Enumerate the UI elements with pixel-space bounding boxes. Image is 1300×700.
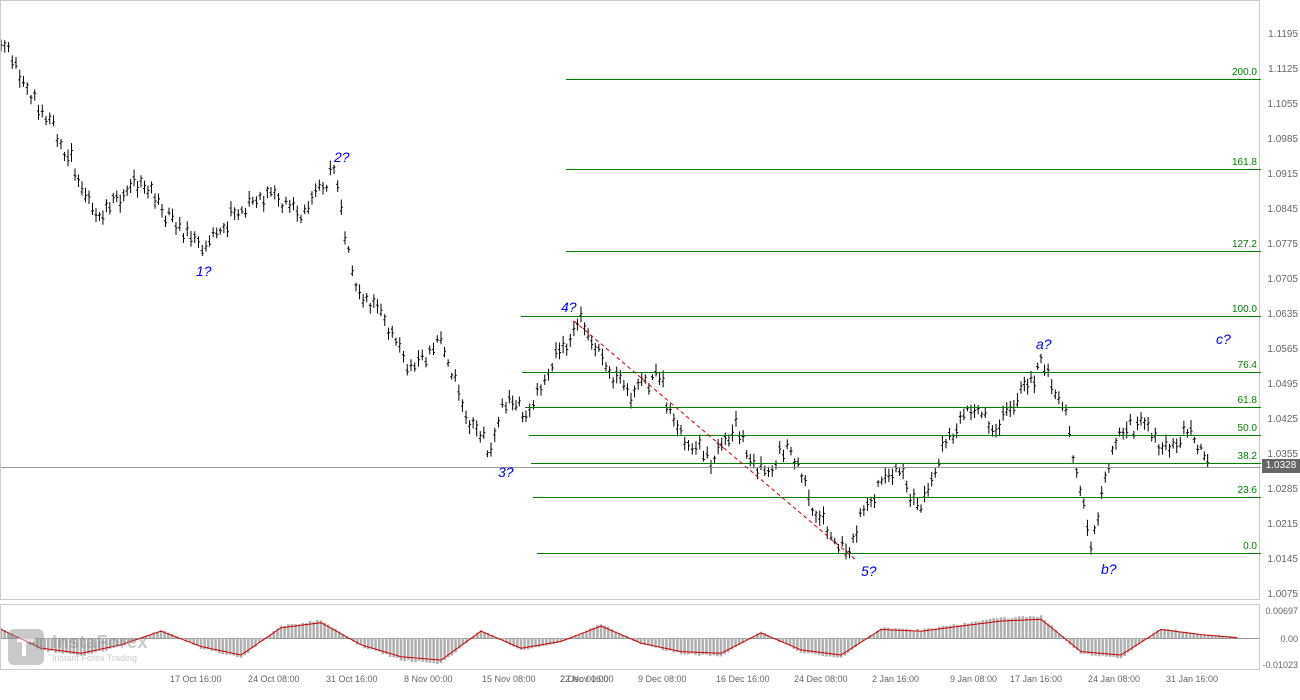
price-axis: 1.0328 1.1195 1.1125 1.1055 1.0985 1.0915 1.0… bbox=[1260, 0, 1300, 600]
price-tick: 1.1125 bbox=[1260, 64, 1298, 75]
wave-label: b? bbox=[1101, 561, 1117, 577]
time-tick: 9 Dec 08:00 bbox=[638, 674, 687, 684]
price-tick: 1.0635 bbox=[1260, 309, 1298, 320]
price-tick: 1.0145 bbox=[1260, 554, 1298, 565]
price-tick: 1.0915 bbox=[1260, 169, 1298, 180]
fib-label: 200.0 bbox=[1232, 67, 1257, 78]
fib-line bbox=[522, 372, 1261, 373]
fib-line bbox=[533, 497, 1261, 498]
time-axis: 17 Oct 16:00 24 Oct 08:00 31 Oct 16:00 8 No… bbox=[0, 672, 1260, 700]
time-tick: 2 Jan 16:00 bbox=[872, 674, 919, 684]
osc-tick: 0.00 bbox=[1260, 634, 1298, 644]
price-tick: 1.1195 bbox=[1260, 29, 1298, 40]
wave-label: 3? bbox=[498, 464, 514, 480]
time-tick: 9 Jan 08:00 bbox=[950, 674, 997, 684]
price-tick: 1.0425 bbox=[1260, 414, 1298, 425]
osc-tick: 0.00697 bbox=[1260, 606, 1298, 616]
watermark-text: InstaForex Instant Forex Trading bbox=[52, 632, 148, 663]
price-chart[interactable]: 1? 2? 3? 4? 5? a? b? c? 200.0 161.8 127.2 100.0 76.… bbox=[0, 0, 1260, 600]
current-price-line bbox=[1, 467, 1261, 468]
candlestick-series bbox=[1, 1, 1261, 601]
price-tick: 1.0355 bbox=[1260, 449, 1298, 460]
fib-line bbox=[566, 169, 1261, 170]
time-tick: 16 Dec 16:00 bbox=[716, 674, 770, 684]
fib-label: 61.8 bbox=[1238, 395, 1257, 406]
watermark-tagline: Instant Forex Trading bbox=[52, 653, 148, 663]
current-price-badge: 1.0328 bbox=[1262, 459, 1300, 473]
fib-label: 38.2 bbox=[1238, 451, 1257, 462]
fib-line bbox=[521, 316, 1261, 317]
wave-label: c? bbox=[1216, 331, 1231, 347]
price-tick: 1.0215 bbox=[1260, 519, 1298, 530]
time-tick: 31 Jan 16:00 bbox=[1166, 674, 1218, 684]
wave-label: a? bbox=[1036, 336, 1052, 352]
fib-line bbox=[566, 251, 1261, 252]
time-tick: 17 Jan 16:00 bbox=[1010, 674, 1062, 684]
time-tick: 8 Nov 00:00 bbox=[404, 674, 453, 684]
wave-label: 5? bbox=[861, 563, 877, 579]
price-tick: 1.0845 bbox=[1260, 204, 1298, 215]
fib-label: 100.0 bbox=[1232, 304, 1257, 315]
fib-label: 50.0 bbox=[1238, 423, 1257, 434]
price-tick: 1.0565 bbox=[1260, 344, 1298, 355]
osc-tick: -0.01023 bbox=[1260, 660, 1298, 670]
price-tick: 1.0705 bbox=[1260, 274, 1298, 285]
fib-line bbox=[525, 407, 1261, 408]
oscillator-panel[interactable] bbox=[0, 604, 1260, 670]
time-tick: 24 Dec 08:00 bbox=[794, 674, 848, 684]
time-tick: 24 Oct 08:00 bbox=[248, 674, 300, 684]
oscillator-series bbox=[1, 605, 1261, 671]
price-tick: 1.1055 bbox=[1260, 99, 1298, 110]
time-tick: 31 Oct 16:00 bbox=[326, 674, 378, 684]
time-tick: 17 Oct 16:00 bbox=[170, 674, 222, 684]
price-tick: 1.0775 bbox=[1260, 239, 1298, 250]
fib-label: 76.4 bbox=[1238, 360, 1257, 371]
fib-label: 161.8 bbox=[1232, 157, 1257, 168]
oscillator-axis: 0.00697 0.00 -0.01023 bbox=[1260, 604, 1300, 670]
watermark: InstaForex Instant Forex Trading bbox=[8, 629, 148, 665]
price-tick: 1.0495 bbox=[1260, 379, 1298, 390]
wave-label: 2? bbox=[334, 149, 350, 165]
watermark-icon bbox=[8, 629, 44, 665]
fib-label: 127.2 bbox=[1232, 239, 1257, 250]
fib-line bbox=[531, 463, 1261, 464]
watermark-brand: InstaForex bbox=[52, 632, 148, 653]
fib-label: 23.6 bbox=[1238, 485, 1257, 496]
fib-line bbox=[537, 553, 1261, 554]
fib-line bbox=[566, 79, 1261, 80]
fib-line bbox=[529, 435, 1261, 436]
fib-label: 0.0 bbox=[1243, 541, 1257, 552]
price-tick: 1.0285 bbox=[1260, 484, 1298, 495]
wave-label: 1? bbox=[196, 263, 212, 279]
time-tick: 2 Dec 00:00 bbox=[560, 674, 609, 684]
price-tick: 1.0075 bbox=[1260, 589, 1298, 600]
time-tick: 24 Jan 08:00 bbox=[1088, 674, 1140, 684]
wave-label: 4? bbox=[561, 299, 577, 315]
time-tick: 15 Nov 08:00 bbox=[482, 674, 536, 684]
price-tick: 1.0985 bbox=[1260, 134, 1298, 145]
